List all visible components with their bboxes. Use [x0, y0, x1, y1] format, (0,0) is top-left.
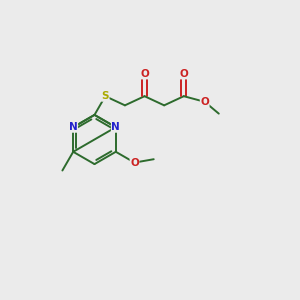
Text: O: O	[130, 158, 139, 168]
Text: S: S	[101, 91, 109, 101]
Text: O: O	[200, 97, 209, 107]
Text: O: O	[140, 69, 149, 79]
Text: O: O	[179, 69, 188, 79]
Text: N: N	[69, 122, 78, 132]
Text: N: N	[111, 122, 120, 132]
